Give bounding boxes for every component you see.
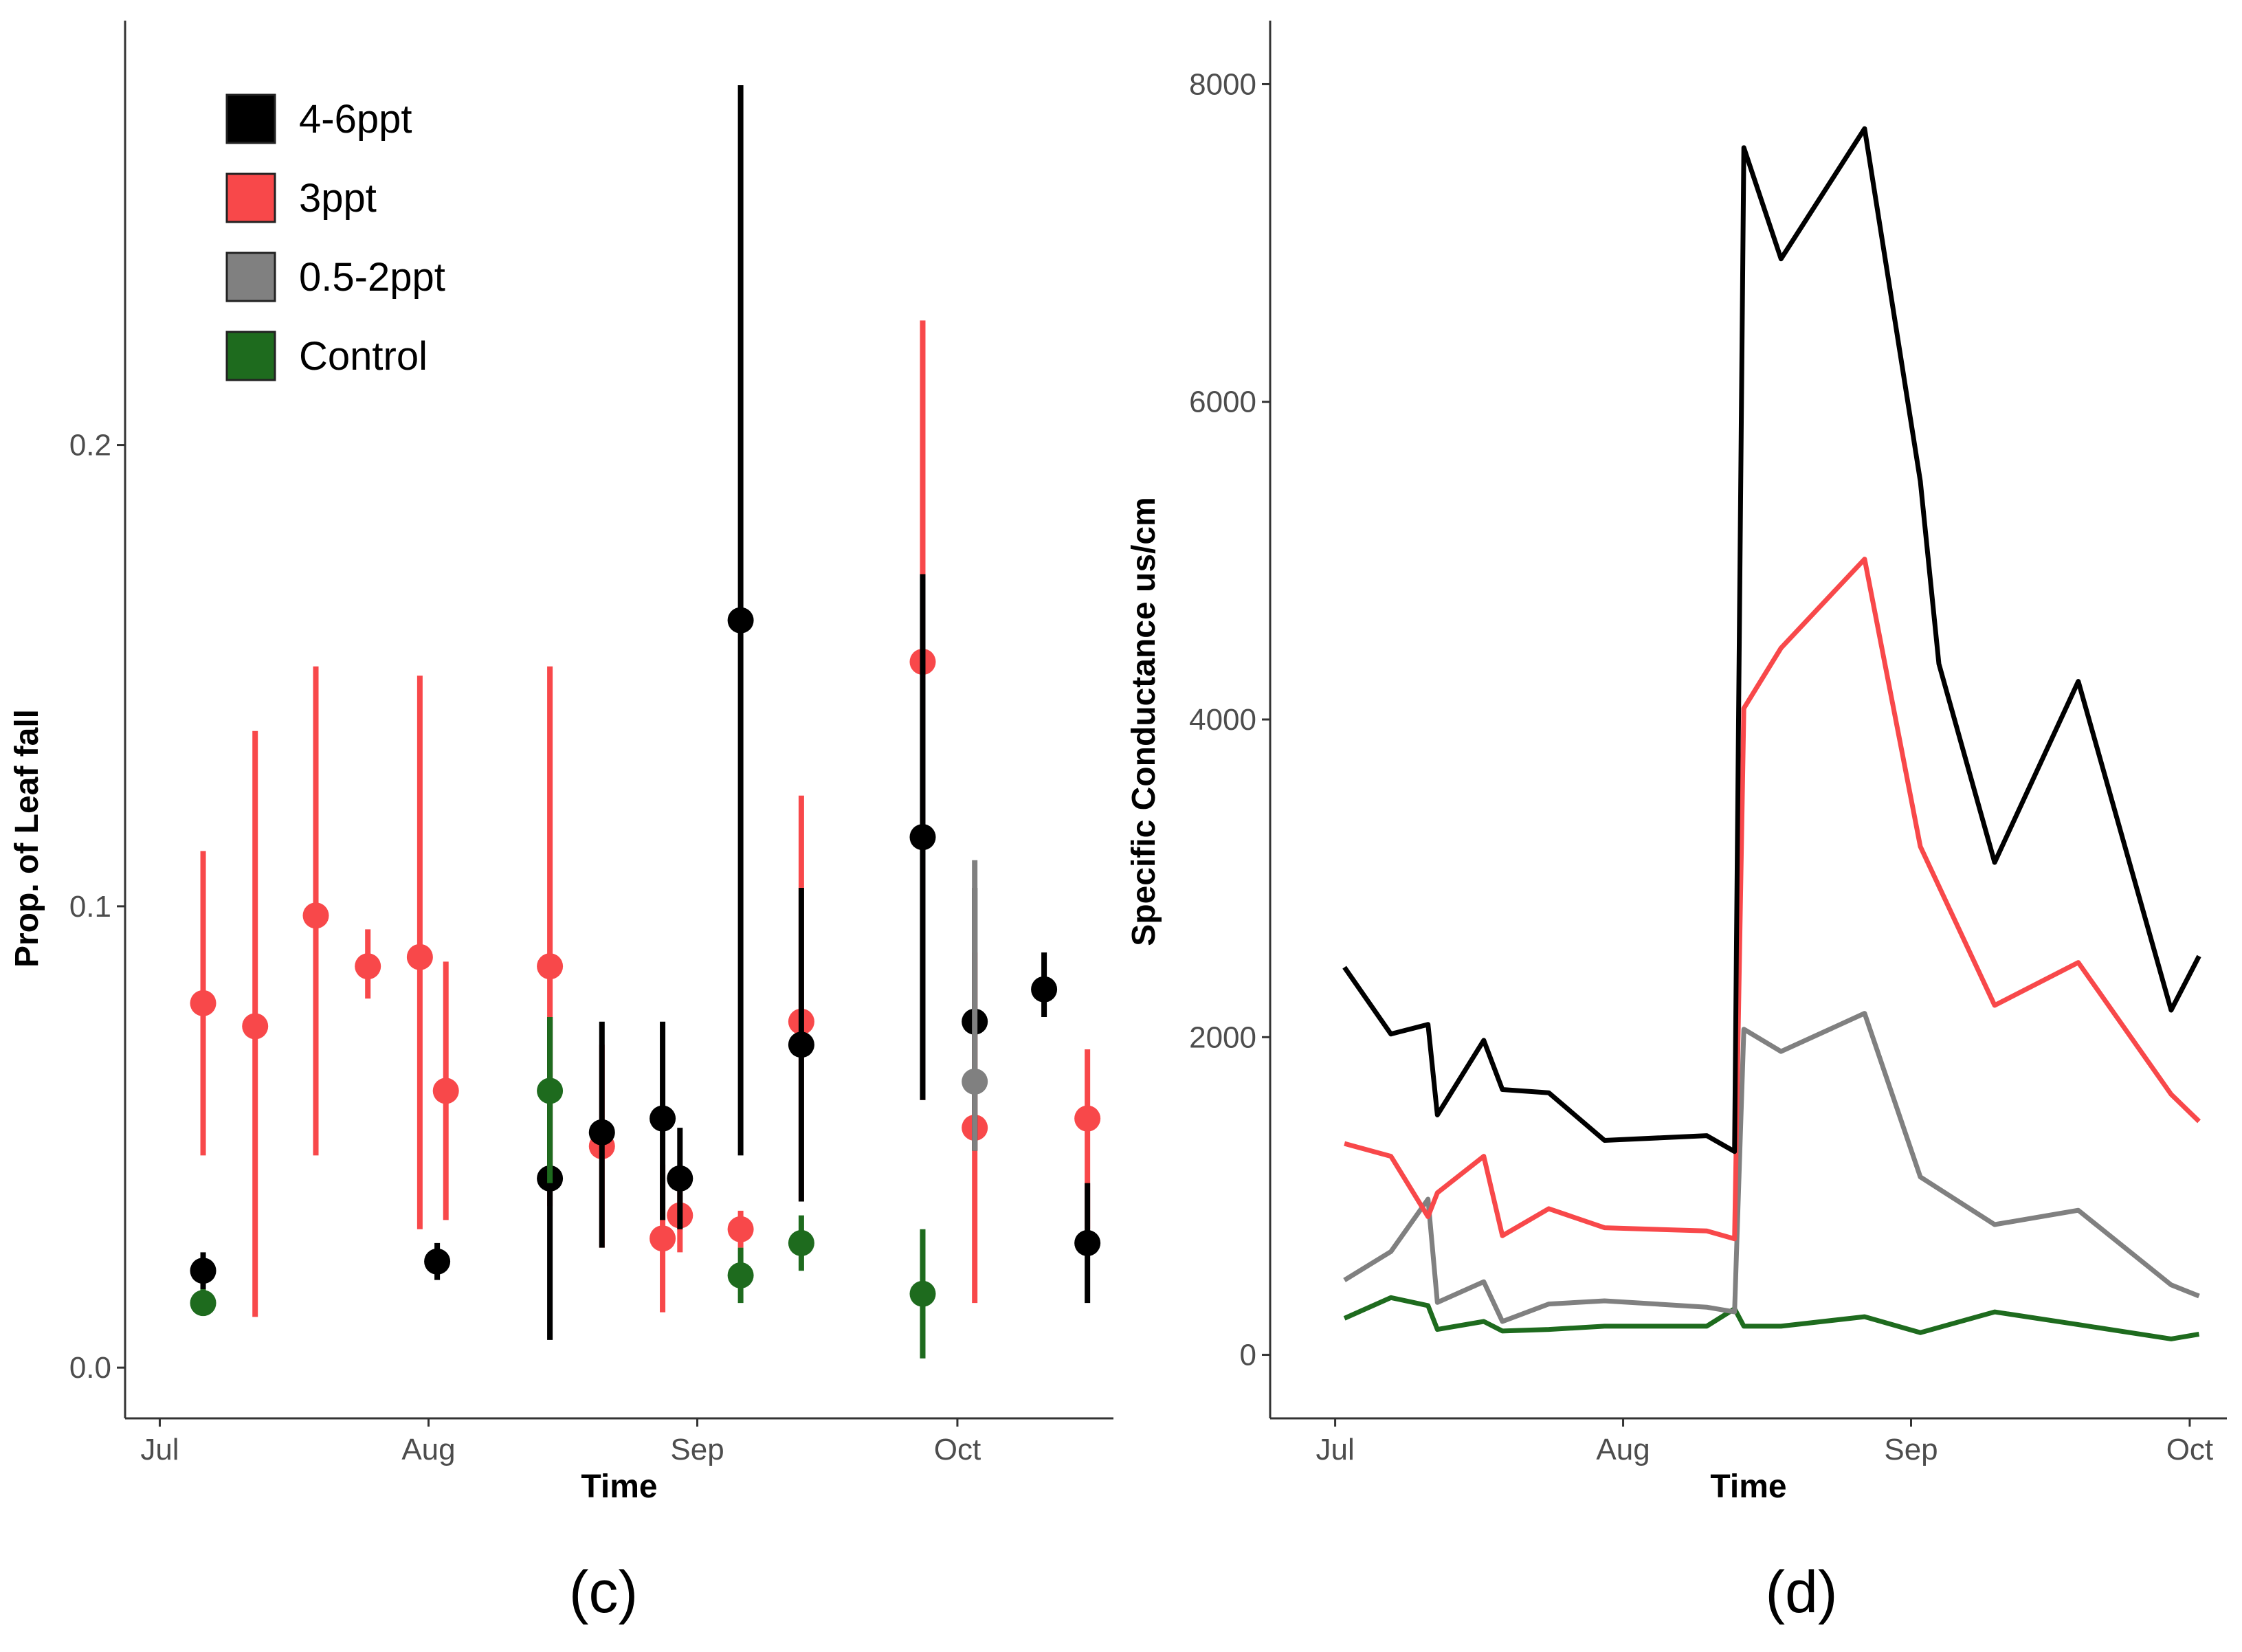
series-0-5-2ppt [962,860,988,1151]
data-point [788,1031,814,1058]
data-point [302,902,329,929]
data-point [727,1216,754,1242]
series-line-3ppt [1344,557,2201,1242]
series-line-0-5-2ppt [1343,1011,2200,1324]
legend-swatch [225,331,276,381]
y-tick-label: 8000 [1189,67,1256,101]
data-point [537,953,564,980]
data-point [962,1068,988,1095]
legend-item-4-6ppt: 4-6ppt [225,93,412,144]
data-point [667,1165,693,1192]
data-point [727,607,754,634]
series-line-4-6ppt [1342,126,2201,1154]
x-tick-label: Oct [2166,1433,2213,1466]
legend-label: Control [299,334,428,379]
data-point [1074,1229,1101,1256]
legend-swatch [225,252,276,302]
x-tick-label: Oct [934,1433,981,1466]
data-point [355,953,381,980]
data-point [190,1290,217,1317]
x-tick-label: Aug [1596,1433,1650,1466]
legend-label: 3ppt [299,176,377,221]
x-axis-title: Time [1710,1469,1786,1505]
x-tick-label: Sep [670,1433,724,1466]
y-tick-label: 0.2 [69,429,111,462]
panel-d-conductance-chart: 0 2000 4000 6000 8000 Jul Aug Sep Oct Time Specifi… [1126,21,2227,1505]
y-tick-label: 6000 [1189,386,1256,419]
legend-swatch [225,93,276,144]
y-axis-title: Specific Conductance us/cm [1126,497,1162,946]
series-line-control [1343,1295,2200,1341]
y-tick-label: 0.0 [69,1351,111,1385]
panel-c-label: (c) [569,1559,638,1625]
data-point [424,1248,451,1275]
legend-label: 4-6ppt [299,97,412,142]
data-point [537,1078,564,1104]
data-point [1031,976,1058,1003]
x-tick-label: Jul [1316,1433,1354,1466]
y-tick-label: 4000 [1189,703,1256,737]
legend-item-0-5-2ppt: 0.5-2ppt [225,252,445,302]
data-point [909,1280,936,1307]
series-3ppt [190,320,1101,1317]
panel-c-leaf-fall-chart: 0.0 0.1 0.2 Jul Aug Sep Oct Time Prop. of Leaf f… [9,21,1113,1505]
data-point [1074,1105,1101,1132]
legend-item-3ppt: 3ppt [225,172,377,223]
legend-label: 0.5-2ppt [299,255,445,300]
data-point [190,990,217,1016]
panel-d-label: (d) [1765,1559,1837,1625]
y-tick-label: 0.1 [69,890,111,924]
data-point [650,1225,676,1252]
series-control [190,1016,936,1359]
data-point [406,944,433,970]
data-point [650,1105,676,1132]
legend-swatch [225,172,276,223]
data-point [432,1078,459,1104]
y-tick-label: 2000 [1189,1020,1256,1054]
x-tick-label: Jul [140,1433,179,1466]
x-tick-label: Sep [1884,1433,1938,1466]
data-point [909,824,936,851]
data-point [788,1229,814,1256]
x-tick-label: Aug [401,1433,455,1466]
data-point [242,1013,269,1040]
data-point [190,1258,217,1284]
data-point [588,1119,615,1146]
legend-item-control: Control [225,331,428,381]
data-point [727,1262,754,1288]
x-axis-title: Time [581,1469,657,1505]
y-tick-label: 0 [1240,1339,1256,1372]
legend: 4-6ppt 3ppt 0.5-2ppt Control [225,93,445,381]
y-axis-title: Prop. of Leaf fall [9,709,45,968]
